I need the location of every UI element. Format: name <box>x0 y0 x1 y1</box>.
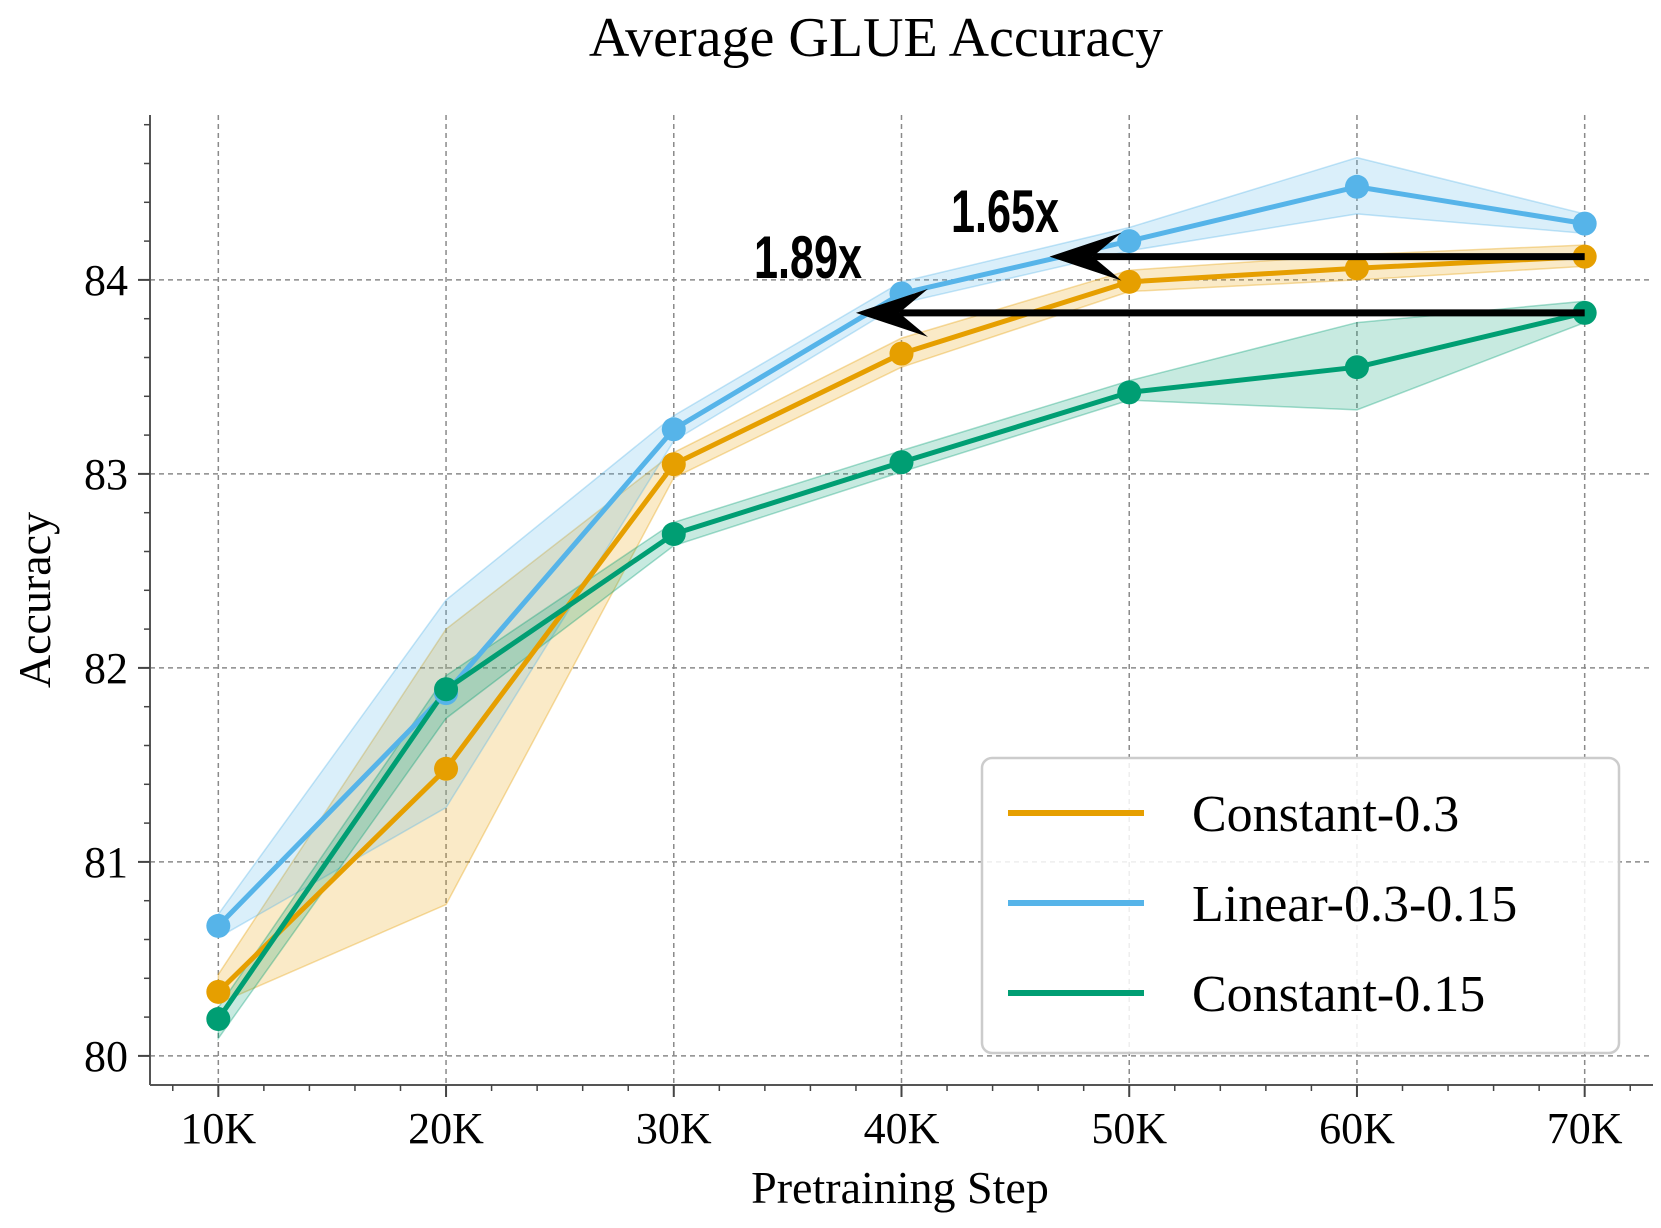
y-tick-label: 81 <box>84 838 128 887</box>
point-constant-0-3 <box>1344 256 1369 281</box>
legend: Constant-0.3 Linear-0.3-0.15 Constant-0.15 <box>980 756 1621 1055</box>
point-constant-0-3 <box>1117 269 1142 294</box>
y-tick-label: 84 <box>84 256 128 305</box>
point-constant-0-3 <box>661 452 686 477</box>
annotation-label: 1.65x <box>951 179 1059 246</box>
annotation-arrow-head <box>855 288 928 337</box>
ticks: 10K 20K 30K 40K 50K 60K 70K 80 81 82 83 84 <box>84 123 1631 1153</box>
x-tick-label: 10K <box>180 1104 256 1153</box>
chart-title: Average GLUE Accuracy <box>589 7 1163 69</box>
point-linear-0-3-0-15 <box>1344 174 1369 199</box>
y-tick-label: 83 <box>84 450 128 499</box>
point-linear-0-3-0-15 <box>1117 229 1142 254</box>
y-tick-label: 80 <box>84 1032 128 1081</box>
legend-label-constant-0-3: Constant-0.3 <box>1192 786 1459 843</box>
point-constant-0-15 <box>434 677 459 702</box>
x-tick-label: 30K <box>636 1104 712 1153</box>
y-tick-label: 82 <box>84 644 128 693</box>
point-linear-0-3-0-15 <box>1572 211 1597 236</box>
annotation-arrow-head <box>1049 232 1122 281</box>
point-constant-0-15 <box>206 1007 231 1032</box>
point-constant-0-3 <box>434 756 459 781</box>
point-constant-0-15 <box>1344 355 1369 380</box>
point-constant-0-3 <box>889 341 914 366</box>
legend-label-constant-0-15: Constant-0.15 <box>1192 966 1485 1023</box>
x-tick-label: 70K <box>1547 1104 1623 1153</box>
point-linear-0-3-0-15 <box>206 913 231 938</box>
x-axis-label: Pretraining Step <box>751 1162 1049 1213</box>
x-tick-label: 50K <box>1091 1104 1167 1153</box>
point-constant-0-15 <box>1117 380 1142 405</box>
legend-frame <box>980 756 1621 1055</box>
x-tick-label: 60K <box>1319 1104 1395 1153</box>
point-linear-0-3-0-15 <box>661 417 686 442</box>
x-tick-label: 20K <box>408 1104 484 1153</box>
point-constant-0-15 <box>661 522 686 547</box>
point-constant-0-3 <box>206 979 231 1004</box>
point-constant-0-15 <box>889 450 914 475</box>
series-markers <box>206 174 1597 1032</box>
annotations: 1.89x 1.65x <box>754 179 1585 337</box>
legend-label-linear-0-3-0-15: Linear-0.3-0.15 <box>1192 876 1517 933</box>
annotation-label: 1.89x <box>754 225 862 292</box>
y-axis-label: Accuracy <box>9 512 60 688</box>
x-tick-label: 40K <box>864 1104 940 1153</box>
